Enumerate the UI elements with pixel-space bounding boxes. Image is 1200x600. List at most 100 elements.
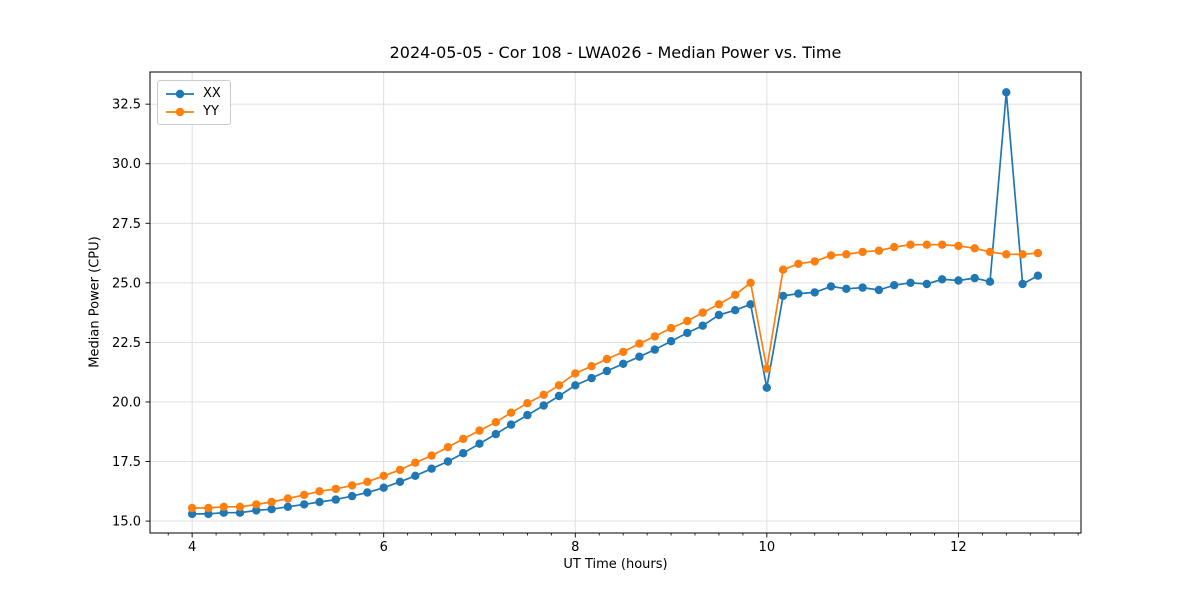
data-point-xx	[315, 497, 324, 507]
data-point-yy	[571, 369, 580, 378]
data-point-xx	[252, 506, 261, 515]
data-point-yy	[411, 458, 420, 467]
legend-label-xx: XX	[203, 86, 221, 101]
data-point-yy	[395, 465, 405, 475]
data-point-xx	[443, 457, 453, 466]
data-point-yy	[985, 247, 995, 257]
data-point-yy	[858, 247, 867, 257]
data-point-xx	[842, 284, 851, 293]
data-point-xx	[283, 502, 293, 511]
data-point-yy	[937, 240, 947, 249]
data-point-xx	[267, 505, 276, 514]
data-point-xx	[922, 279, 931, 289]
data-point-yy	[459, 434, 468, 444]
data-point-yy	[554, 381, 564, 390]
data-point-yy	[379, 471, 388, 480]
data-point-yy	[443, 443, 453, 452]
data-point-xx	[395, 477, 405, 486]
data-point-yy	[427, 451, 436, 460]
data-point-xx	[762, 383, 771, 392]
data-point-xx	[204, 509, 213, 519]
data-point-yy	[762, 364, 771, 373]
data-point-xx	[587, 373, 596, 383]
data-point-xx	[746, 300, 755, 309]
data-point-xx	[874, 285, 884, 295]
data-point-xx	[954, 276, 963, 285]
data-point-yy	[252, 500, 261, 509]
data-point-xx	[219, 508, 228, 517]
data-point-yy	[539, 390, 548, 399]
data-point-yy	[219, 502, 228, 511]
data-point-xx	[379, 483, 388, 492]
data-point-xx	[506, 420, 516, 429]
data-point-yy	[523, 399, 532, 408]
data-point-yy	[363, 477, 372, 486]
data-point-xx	[235, 508, 245, 517]
data-point-yy	[826, 251, 836, 260]
data-point-yy	[1002, 250, 1011, 259]
data-point-xx	[411, 471, 420, 480]
x-tick-label: 8	[571, 540, 579, 555]
data-point-xx	[890, 281, 899, 290]
data-point-yy	[1018, 250, 1027, 259]
data-point-yy	[283, 494, 293, 503]
data-point-yy	[954, 241, 963, 251]
data-point-yy	[683, 316, 692, 326]
x-tick-label: 10	[759, 540, 776, 555]
y-tick-label: 32.5	[112, 98, 141, 113]
data-point-yy	[714, 300, 724, 309]
data-point-yy	[506, 408, 516, 417]
data-point-xx	[985, 277, 995, 286]
data-point-yy	[331, 484, 340, 494]
data-point-xx	[666, 337, 676, 346]
data-point-yy	[746, 278, 755, 287]
data-point-xx	[619, 359, 628, 368]
data-point-xx	[331, 495, 340, 504]
legend-label-yy: YY	[203, 104, 219, 119]
x-tick-label: 4	[188, 540, 196, 555]
data-point-yy	[778, 265, 788, 274]
data-point-yy	[842, 250, 851, 259]
y-tick-label: 25.0	[112, 276, 141, 291]
data-point-yy	[491, 418, 500, 427]
data-point-yy	[347, 481, 357, 490]
data-point-xx	[491, 429, 500, 439]
data-point-xx	[714, 310, 724, 320]
data-point-yy	[267, 497, 276, 507]
data-point-yy	[602, 354, 612, 364]
legend-marker-xx-icon	[166, 89, 194, 98]
data-point-xx	[731, 306, 740, 315]
data-point-xx	[1002, 88, 1011, 97]
data-point-xx	[858, 283, 867, 292]
data-point-yy	[1033, 248, 1043, 258]
data-point-yy	[650, 332, 659, 341]
data-point-yy	[187, 503, 197, 513]
data-point-yy	[810, 257, 819, 266]
data-point-xx	[475, 439, 484, 448]
data-point-xx	[347, 491, 357, 501]
y-tick-label: 27.5	[112, 217, 141, 232]
x-axis-label: UT Time (hours)	[563, 557, 668, 572]
data-point-xx	[683, 328, 692, 338]
data-point-yy	[666, 323, 676, 333]
y-tick-label: 15.0	[112, 515, 141, 530]
data-point-yy	[906, 240, 915, 249]
data-point-yy	[698, 308, 707, 317]
data-point-xx	[427, 464, 436, 473]
data-point-xx	[778, 291, 788, 301]
data-point-xx	[602, 366, 612, 376]
y-tick-label: 20.0	[112, 395, 141, 410]
data-point-xx	[794, 289, 803, 298]
data-point-xx	[810, 288, 819, 297]
chart-title: 2024-05-05 - Cor 108 - LWA026 - Median P…	[389, 43, 842, 62]
data-point-yy	[315, 487, 324, 496]
data-point-yy	[922, 240, 931, 249]
y-tick-label: 17.5	[112, 455, 141, 470]
data-point-yy	[635, 339, 644, 348]
legend-marker-yy-icon	[166, 107, 194, 116]
data-point-yy	[235, 502, 245, 511]
data-point-yy	[587, 362, 596, 371]
data-point-xx	[650, 345, 659, 354]
